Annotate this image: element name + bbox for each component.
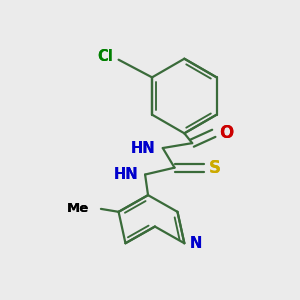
- Text: S: S: [209, 158, 223, 177]
- Text: Cl: Cl: [95, 49, 113, 64]
- Text: O: O: [219, 124, 233, 142]
- Text: S: S: [209, 159, 222, 177]
- Text: Cl: Cl: [97, 49, 113, 64]
- Text: HN: HN: [114, 167, 138, 182]
- Text: Cl: Cl: [94, 48, 113, 66]
- Text: Cl: Cl: [97, 49, 113, 64]
- Text: O: O: [219, 124, 235, 143]
- Text: S: S: [209, 159, 221, 177]
- Text: HN: HN: [126, 139, 155, 157]
- Text: HN: HN: [130, 140, 155, 155]
- Text: Me: Me: [62, 201, 89, 216]
- Text: N: N: [189, 236, 202, 251]
- Text: HN: HN: [130, 140, 155, 155]
- Text: HN: HN: [109, 166, 138, 184]
- Text: HN: HN: [114, 167, 138, 182]
- Text: O: O: [219, 124, 234, 142]
- Text: N: N: [189, 236, 203, 251]
- Text: Me: Me: [67, 202, 89, 215]
- Text: N: N: [189, 234, 204, 252]
- Text: Me: Me: [67, 202, 89, 215]
- Text: S: S: [209, 159, 221, 177]
- Text: O: O: [219, 124, 233, 142]
- Text: N: N: [189, 236, 202, 251]
